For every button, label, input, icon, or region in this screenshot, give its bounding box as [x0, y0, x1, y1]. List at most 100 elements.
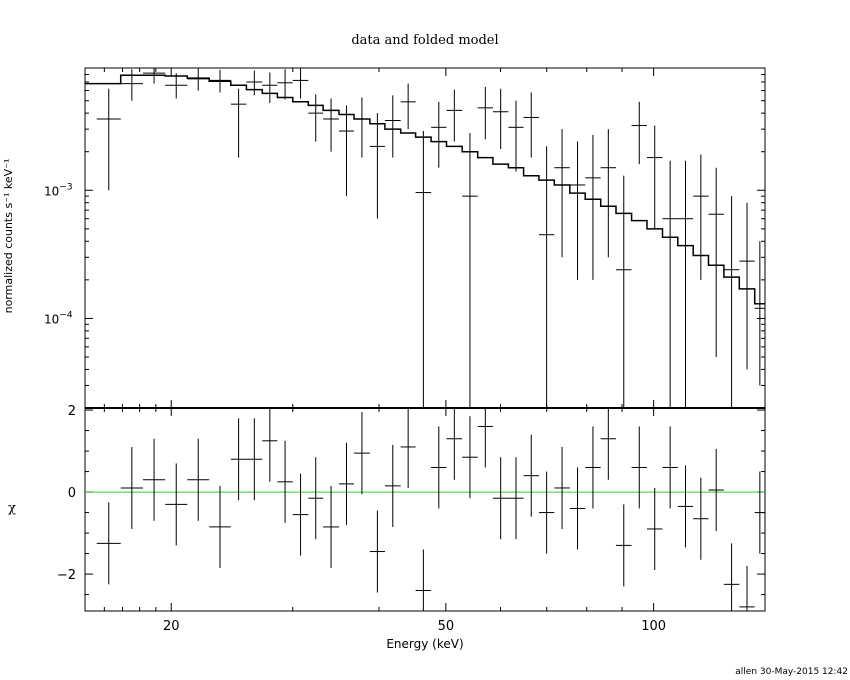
residual-point	[708, 449, 724, 532]
residual-point	[569, 467, 586, 550]
data-point	[142, 68, 166, 84]
data-point	[508, 100, 524, 172]
data-point	[246, 70, 263, 96]
data-point	[600, 129, 616, 258]
data-point	[631, 101, 647, 165]
residual-point	[400, 408, 416, 488]
residual-point	[187, 438, 210, 521]
residual-point	[262, 408, 278, 482]
data-point	[292, 68, 309, 99]
residual-point	[508, 457, 524, 540]
data-point	[477, 86, 493, 140]
data-point	[431, 101, 447, 168]
data-point	[230, 88, 247, 158]
residual-point	[754, 471, 765, 554]
residual-point	[662, 426, 678, 509]
data-point	[677, 160, 694, 408]
data-point	[323, 98, 339, 152]
data-point	[538, 146, 555, 408]
residual-point	[677, 465, 694, 548]
data-point	[338, 105, 354, 197]
lower-y-axis-label: χ	[8, 501, 16, 516]
residual-point	[538, 471, 555, 554]
residual-point	[585, 426, 601, 509]
residual-point	[209, 485, 231, 568]
x-axis-label: Energy (keV)	[386, 637, 463, 651]
residual-point	[308, 457, 324, 540]
data-point	[585, 135, 601, 280]
data-point	[662, 160, 678, 408]
residual-point	[246, 418, 263, 501]
data-point	[384, 95, 401, 158]
residual-point	[369, 510, 385, 593]
lower-frame	[84, 407, 766, 612]
chart-title: data and folded model	[351, 33, 498, 48]
residual-point	[600, 408, 616, 480]
data-point	[569, 141, 586, 280]
residual-point	[230, 418, 247, 501]
data-point	[400, 83, 416, 130]
residual-point	[96, 502, 121, 585]
data-point	[693, 154, 709, 280]
data-point	[353, 97, 370, 158]
y-tick-label: 0	[68, 486, 76, 501]
residual-point	[462, 416, 478, 499]
residual-point	[693, 477, 709, 560]
y-tick-label: −2	[57, 568, 76, 583]
residual-point	[292, 473, 309, 556]
residual-point	[277, 440, 293, 523]
residual-point	[415, 549, 432, 611]
residual-point	[646, 487, 663, 570]
data-point	[308, 94, 324, 142]
data-point	[209, 69, 231, 93]
data-point	[554, 129, 570, 258]
data-point	[165, 73, 188, 99]
data-point	[523, 92, 539, 158]
residual-point	[384, 444, 401, 527]
residual-point	[615, 504, 632, 587]
data-point	[120, 69, 143, 101]
upper-y-axis-label: normalized counts s⁻¹ keV⁻¹	[2, 159, 15, 314]
residual-point	[723, 543, 740, 611]
residual-point	[523, 434, 539, 517]
data-point	[187, 68, 210, 91]
residual-point	[323, 485, 339, 568]
data-point	[462, 132, 478, 408]
data-point	[369, 113, 385, 219]
residual-point	[477, 408, 493, 468]
model-curve	[85, 74, 765, 305]
data-point	[277, 69, 293, 100]
data-point	[262, 72, 278, 103]
residual-point	[142, 438, 166, 521]
residual-point	[353, 412, 370, 495]
y-tick-label: 2	[68, 404, 76, 419]
residual-point	[554, 446, 570, 529]
data-point	[723, 196, 740, 408]
residual-point	[739, 565, 755, 611]
residual-point	[446, 408, 463, 480]
upper-panel: 10−3 10−4	[44, 67, 766, 409]
residual-point	[492, 457, 509, 540]
x-tick-label: 20	[163, 619, 180, 634]
data-point	[708, 167, 724, 358]
data-point	[415, 131, 432, 408]
data-point	[646, 125, 663, 229]
x-tick-label: 100	[641, 619, 666, 634]
y-tick-label: 10−3	[44, 182, 73, 198]
data-point	[492, 88, 509, 149]
residual-point	[631, 426, 647, 509]
data-point	[96, 88, 121, 191]
y-axis-label-text: normalized counts s⁻¹ keV⁻¹	[2, 159, 15, 314]
residual-point	[120, 446, 143, 529]
residual-point	[431, 426, 447, 509]
data-point	[615, 175, 632, 408]
residual-point	[165, 463, 188, 546]
residual-point	[338, 442, 354, 525]
footer-stamp: allen 30-May-2015 12:42	[735, 667, 848, 677]
x-tick-label: 50	[438, 619, 455, 634]
data-point	[739, 202, 755, 370]
data-point	[446, 89, 463, 142]
data-point	[754, 241, 765, 386]
